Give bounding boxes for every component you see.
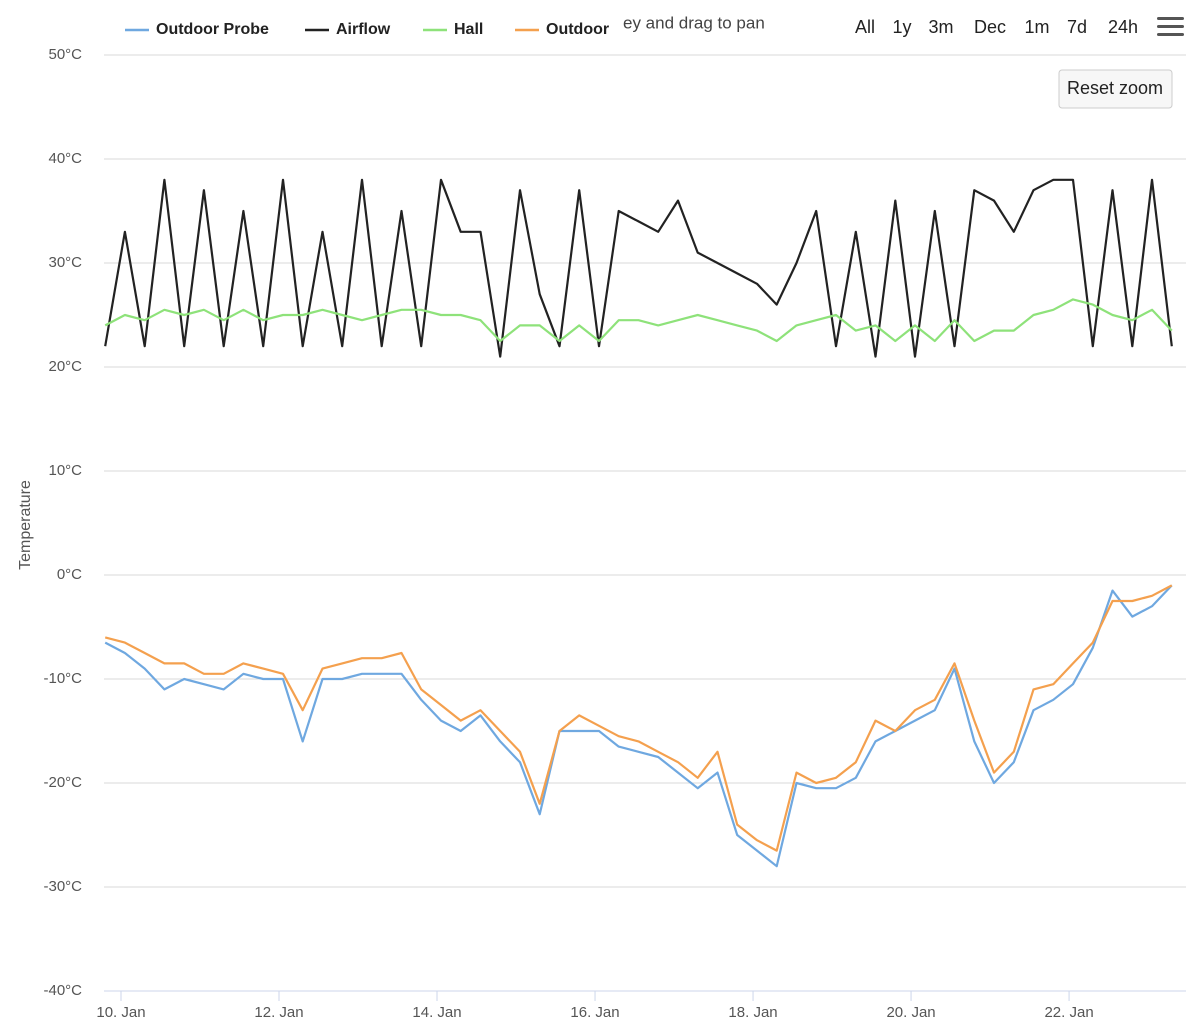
legend-label[interactable]: Outdoor bbox=[546, 21, 609, 38]
x-tick-label: 12. Jan bbox=[254, 1004, 303, 1021]
range-button[interactable]: All bbox=[855, 17, 875, 37]
x-tick-label: 10. Jan bbox=[96, 1004, 145, 1021]
series-line bbox=[104, 584, 1173, 852]
x-tick-label: 18. Jan bbox=[728, 1004, 777, 1021]
y-tick-label: 50°C bbox=[48, 46, 82, 63]
range-button[interactable]: 3m bbox=[928, 17, 953, 37]
legend-label[interactable]: Outdoor Probe bbox=[156, 21, 269, 38]
y-tick-label: -10°C bbox=[43, 670, 82, 687]
menu-bar[interactable] bbox=[1157, 33, 1184, 36]
range-button[interactable]: 1m bbox=[1024, 17, 1049, 37]
range-button[interactable]: 24h bbox=[1108, 17, 1138, 37]
reset-zoom-button[interactable]: Reset zoom bbox=[1058, 69, 1173, 109]
series-line bbox=[104, 584, 1173, 868]
series-line bbox=[104, 298, 1173, 343]
button-label[interactable]: Reset zoom bbox=[1067, 78, 1163, 98]
button-frame[interactable] bbox=[1058, 69, 1173, 109]
range-button[interactable]: 1y bbox=[892, 17, 911, 37]
zoom-hint: ey and drag to pan bbox=[623, 13, 765, 32]
y-tick-label: 10°C bbox=[48, 462, 82, 479]
menu-bar[interactable] bbox=[1157, 17, 1184, 20]
x-tick-label: 20. Jan bbox=[886, 1004, 935, 1021]
y-tick-label: -30°C bbox=[43, 878, 82, 895]
y-tick-label: 20°C bbox=[48, 358, 82, 375]
legend-label[interactable]: Hall bbox=[454, 21, 483, 38]
range-button[interactable]: Dec bbox=[974, 17, 1006, 37]
menu-icon[interactable] bbox=[1157, 17, 1184, 36]
y-axis-title: Temperature bbox=[17, 480, 34, 570]
menu-bar[interactable] bbox=[1157, 25, 1184, 28]
y-tick-label: -40°C bbox=[43, 982, 82, 999]
legend-label[interactable]: Airflow bbox=[336, 21, 391, 38]
x-tick-label: 22. Jan bbox=[1044, 1004, 1093, 1021]
range-button[interactable]: 7d bbox=[1067, 17, 1087, 37]
series-line bbox=[104, 178, 1173, 358]
y-tick-label: 40°C bbox=[48, 150, 82, 167]
y-tick-label: -20°C bbox=[43, 774, 82, 791]
y-tick-label: 30°C bbox=[48, 254, 82, 271]
x-tick-label: 14. Jan bbox=[412, 1004, 461, 1021]
x-tick-label: 16. Jan bbox=[570, 1004, 619, 1021]
y-tick-label: 0°C bbox=[57, 566, 82, 583]
